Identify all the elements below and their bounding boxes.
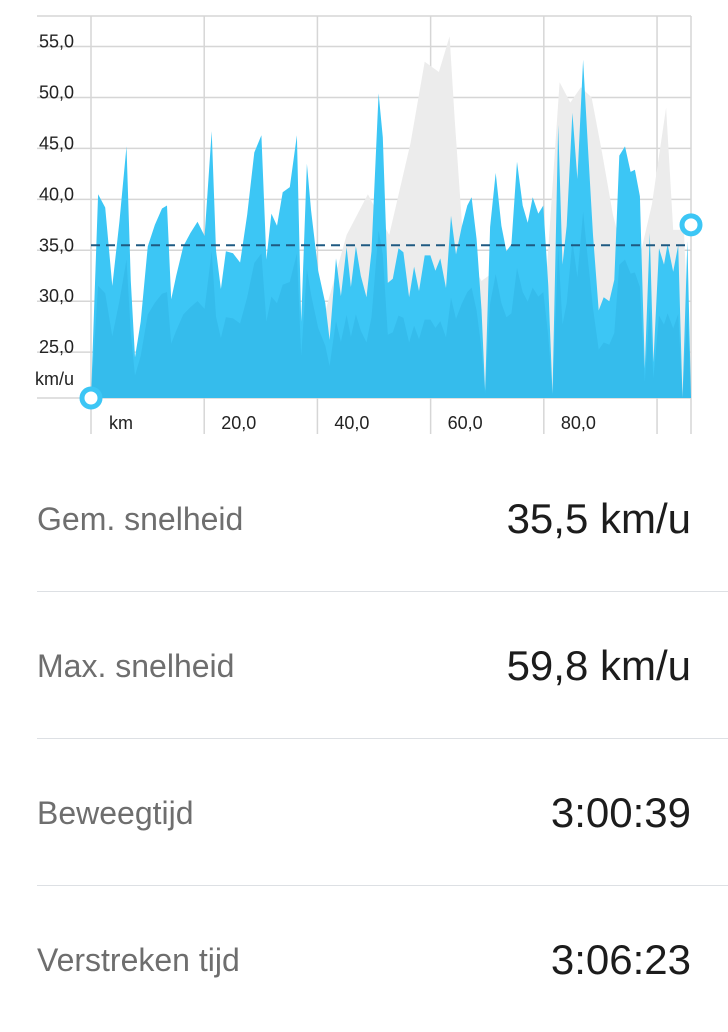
stat-label: Verstreken tijd [37, 942, 240, 978]
stat-label: Beweegtijd [37, 795, 194, 831]
stat-value: 35,5 km/u [506, 495, 691, 542]
stat-value: 3:00:39 [550, 789, 691, 836]
x-tick-label: 20,0 [221, 413, 256, 433]
stat-row-moving-time: Beweegtijd 3:00:39 [37, 739, 728, 886]
stat-value: 3:06:23 [550, 936, 691, 983]
stat-label: Max. snelheid [37, 648, 235, 684]
y-tick-label: 25,0 [39, 337, 74, 357]
range-end-handle[interactable] [679, 213, 703, 237]
range-start-handle[interactable] [79, 386, 103, 410]
chart-areas [91, 36, 691, 399]
chart-labels: 25,0 30,0 35,0 40,0 45,0 50,0 55,0 km/u km 20,0 40… [35, 32, 596, 433]
x-tick-label: 40,0 [334, 413, 369, 433]
speed-area-inner [91, 212, 691, 398]
y-tick-label: 45,0 [39, 133, 74, 153]
x-tick-label: 80,0 [561, 413, 596, 433]
stat-value: 59,8 km/u [506, 642, 691, 689]
stat-label: Gem. snelheid [37, 501, 244, 537]
x-unit-label: km [109, 413, 133, 433]
speed-chart: 25,0 30,0 35,0 40,0 45,0 50,0 55,0 km/u km 20,0 40… [0, 0, 728, 440]
y-tick-label: 40,0 [39, 184, 74, 204]
y-tick-label: 55,0 [39, 32, 74, 52]
speed-area [91, 59, 691, 399]
y-unit-label: km/u [35, 369, 74, 389]
stat-row-avg-speed: Gem. snelheid 35,5 km/u [37, 445, 728, 592]
y-tick-label: 50,0 [39, 82, 74, 102]
x-tick-label: 60,0 [448, 413, 483, 433]
y-tick-label: 30,0 [39, 286, 74, 306]
stat-row-max-speed: Max. snelheid 59,8 km/u [37, 592, 728, 739]
y-tick-label: 35,0 [39, 235, 74, 255]
chart-markers [79, 213, 703, 410]
stats-list: Gem. snelheid 35,5 km/u Max. snelheid 59… [0, 445, 728, 1032]
stat-row-elapsed-time: Verstreken tijd 3:06:23 [37, 886, 728, 1032]
speed-chart-svg: 25,0 30,0 35,0 40,0 45,0 50,0 55,0 km/u km 20,0 40… [35, 15, 703, 434]
